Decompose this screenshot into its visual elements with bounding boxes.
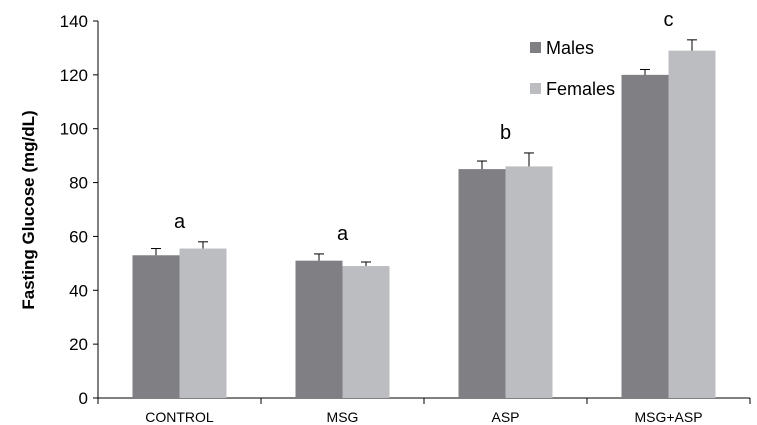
- y-tick-label: 140: [60, 12, 88, 31]
- significance-letter: c: [664, 9, 674, 31]
- x-tick-label: ASP: [491, 409, 519, 425]
- x-tick-label: MSG+ASP: [634, 409, 702, 425]
- legend: Males Females: [530, 38, 615, 99]
- y-tick-label: 0: [79, 389, 88, 408]
- bar-males-msg+asp: [621, 74, 669, 398]
- legend-label-males: Males: [546, 38, 594, 58]
- y-axis-title: Fasting Glucose (mg/dL): [19, 110, 38, 309]
- legend-label-females: Females: [546, 79, 615, 99]
- bar-females-msg+asp: [668, 50, 716, 398]
- legend-swatch-females: [530, 83, 541, 94]
- bar-females-msg: [342, 266, 390, 398]
- bar-males-msg: [295, 260, 343, 398]
- y-tick-label: 60: [69, 227, 88, 246]
- bar-females-asp: [505, 166, 553, 398]
- legend-swatch-males: [530, 42, 541, 53]
- bar-males-asp: [458, 169, 506, 398]
- plot-area: 0 20 40 60 80 100 120 140 CONTROL a MSG a ASP b MSG+AS…: [60, 9, 751, 425]
- x-tick-label: MSG: [327, 409, 359, 425]
- bar-males-control: [132, 255, 180, 398]
- bar-females-control: [179, 248, 227, 398]
- significance-letter: b: [500, 122, 511, 144]
- significance-letter: a: [337, 223, 349, 245]
- y-tick-label: 40: [69, 281, 88, 300]
- significance-letter: a: [174, 211, 186, 233]
- y-tick-label: 20: [69, 335, 88, 354]
- y-tick-label: 120: [60, 66, 88, 85]
- y-tick-label: 100: [60, 120, 88, 139]
- y-tick-label: 80: [69, 174, 88, 193]
- x-tick-label: CONTROL: [145, 409, 214, 425]
